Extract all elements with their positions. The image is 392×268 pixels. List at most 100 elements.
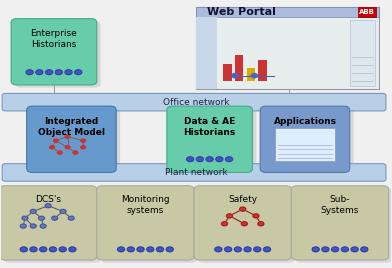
- FancyBboxPatch shape: [171, 109, 256, 175]
- Text: Monitoring
systems: Monitoring systems: [121, 195, 170, 215]
- Circle shape: [65, 146, 70, 149]
- Circle shape: [241, 222, 247, 226]
- FancyBboxPatch shape: [194, 186, 291, 260]
- Circle shape: [26, 70, 33, 75]
- Circle shape: [263, 247, 270, 252]
- Text: Web Portal: Web Portal: [207, 7, 276, 17]
- Circle shape: [156, 247, 163, 252]
- FancyBboxPatch shape: [260, 106, 350, 172]
- Text: Data & AE
Historians: Data & AE Historians: [183, 117, 236, 137]
- Circle shape: [52, 216, 58, 220]
- Circle shape: [20, 247, 27, 252]
- Bar: [223, 64, 232, 81]
- Circle shape: [232, 73, 238, 78]
- Circle shape: [227, 214, 232, 218]
- FancyBboxPatch shape: [31, 109, 120, 175]
- Circle shape: [322, 247, 329, 252]
- Circle shape: [65, 70, 72, 75]
- Bar: [247, 68, 255, 81]
- Text: ABB: ABB: [359, 9, 375, 15]
- FancyBboxPatch shape: [275, 128, 335, 161]
- Circle shape: [69, 247, 76, 252]
- Text: Integrated
Object Model: Integrated Object Model: [38, 117, 105, 137]
- Circle shape: [206, 157, 213, 162]
- FancyBboxPatch shape: [97, 186, 194, 260]
- Bar: [258, 60, 267, 81]
- Text: DCS's: DCS's: [35, 195, 61, 204]
- Circle shape: [38, 216, 44, 220]
- Circle shape: [73, 151, 78, 154]
- Circle shape: [221, 222, 227, 226]
- Circle shape: [30, 247, 37, 252]
- Circle shape: [187, 157, 194, 162]
- Circle shape: [253, 214, 259, 218]
- Bar: [196, 7, 379, 17]
- Text: Office network: Office network: [163, 98, 229, 107]
- Circle shape: [65, 135, 70, 138]
- Circle shape: [45, 70, 53, 75]
- Circle shape: [55, 70, 62, 75]
- Bar: [196, 17, 218, 89]
- Bar: [196, 7, 379, 89]
- Circle shape: [332, 247, 339, 252]
- Circle shape: [45, 204, 51, 208]
- Circle shape: [50, 146, 54, 149]
- Circle shape: [216, 157, 223, 162]
- Circle shape: [137, 247, 144, 252]
- Circle shape: [22, 216, 28, 220]
- Circle shape: [40, 247, 47, 252]
- Bar: [350, 20, 375, 86]
- FancyBboxPatch shape: [15, 21, 101, 88]
- FancyBboxPatch shape: [295, 188, 392, 263]
- Circle shape: [59, 247, 66, 252]
- Circle shape: [361, 247, 368, 252]
- Circle shape: [254, 247, 261, 252]
- Circle shape: [234, 247, 241, 252]
- Circle shape: [30, 209, 36, 213]
- Circle shape: [49, 247, 56, 252]
- FancyBboxPatch shape: [291, 186, 388, 260]
- Text: Enterprise
Historians: Enterprise Historians: [31, 29, 77, 49]
- Text: Safety: Safety: [228, 195, 257, 204]
- FancyBboxPatch shape: [2, 164, 386, 181]
- Bar: [358, 8, 376, 17]
- FancyBboxPatch shape: [4, 188, 101, 263]
- Circle shape: [312, 247, 319, 252]
- FancyBboxPatch shape: [0, 186, 97, 260]
- FancyBboxPatch shape: [101, 188, 198, 263]
- Circle shape: [30, 224, 36, 228]
- Circle shape: [81, 139, 85, 142]
- Circle shape: [166, 247, 173, 252]
- Circle shape: [240, 207, 246, 211]
- FancyBboxPatch shape: [167, 106, 252, 172]
- FancyBboxPatch shape: [2, 94, 386, 111]
- Circle shape: [258, 222, 264, 226]
- Circle shape: [225, 157, 232, 162]
- Circle shape: [60, 209, 66, 213]
- FancyBboxPatch shape: [264, 109, 354, 175]
- Text: Applications: Applications: [274, 117, 336, 126]
- Circle shape: [251, 73, 258, 78]
- Circle shape: [58, 151, 62, 154]
- Text: Sub-
Systems: Sub- Systems: [321, 195, 359, 215]
- FancyBboxPatch shape: [11, 19, 97, 85]
- FancyBboxPatch shape: [198, 188, 295, 263]
- Text: Plant network: Plant network: [165, 168, 227, 177]
- Circle shape: [68, 216, 74, 220]
- Circle shape: [81, 146, 85, 149]
- Circle shape: [341, 247, 348, 252]
- Circle shape: [196, 157, 203, 162]
- Circle shape: [244, 247, 251, 252]
- Circle shape: [118, 247, 125, 252]
- Circle shape: [351, 247, 358, 252]
- Circle shape: [127, 247, 134, 252]
- Bar: [235, 55, 243, 81]
- Circle shape: [36, 70, 43, 75]
- Circle shape: [54, 139, 58, 142]
- Circle shape: [147, 247, 154, 252]
- Circle shape: [20, 224, 26, 228]
- FancyBboxPatch shape: [27, 106, 116, 172]
- Circle shape: [215, 247, 222, 252]
- Circle shape: [225, 247, 232, 252]
- Circle shape: [40, 224, 46, 228]
